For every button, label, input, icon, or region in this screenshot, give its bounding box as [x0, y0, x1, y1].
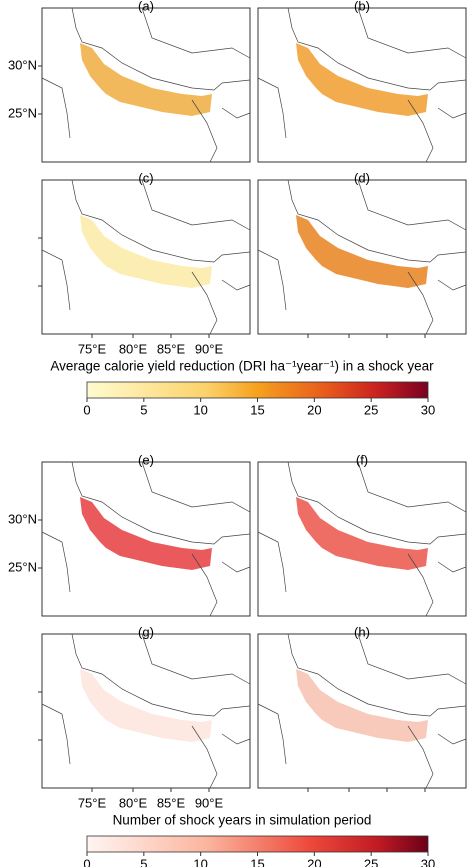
map-frame — [257, 179, 467, 335]
study-region — [296, 497, 428, 570]
lon-label: 85°E — [157, 341, 186, 356]
map-frame — [41, 461, 251, 617]
colorbar-tick-label: 10 — [193, 856, 207, 867]
study-region — [80, 43, 212, 116]
country-border — [257, 179, 467, 335]
panel-label: (e) — [138, 452, 154, 467]
colorbar-tick-label: 5 — [140, 402, 147, 417]
colorbar-tick-label: 20 — [307, 402, 321, 417]
study-region — [80, 497, 212, 570]
lon-label: 85°E — [157, 795, 186, 810]
country-border — [41, 633, 251, 789]
colorbar — [86, 835, 429, 853]
lat-label: 30°N — [8, 57, 37, 72]
map-frame — [257, 461, 467, 617]
lat-label: 25°N — [8, 559, 37, 574]
colorbar-tick-label: 15 — [250, 402, 264, 417]
colorbar-tick-label: 5 — [140, 856, 147, 867]
lat-label: 25°N — [8, 105, 37, 120]
panel-label: (f) — [356, 452, 368, 467]
colorbar-tick-label: 25 — [364, 856, 378, 867]
panel-label: (d) — [354, 170, 370, 185]
colorbar-tick-label: 20 — [307, 856, 321, 867]
study-region — [80, 215, 212, 288]
panel-label: (g) — [138, 624, 154, 639]
panel-label: (h) — [354, 624, 370, 639]
country-border — [41, 7, 251, 163]
country-border — [257, 633, 467, 789]
map-frame — [41, 633, 251, 789]
map-frame — [41, 179, 251, 335]
colorbar-tick-label: 0 — [83, 402, 90, 417]
colorbar-tick-label: 25 — [364, 402, 378, 417]
colorbar-tick-label: 30 — [421, 402, 435, 417]
country-border — [257, 7, 467, 163]
lon-label: 80°E — [119, 795, 148, 810]
colorbar-title: Number of shock years in simulation peri… — [113, 813, 372, 828]
map-frame — [257, 7, 467, 163]
colorbar-title: Average calorie yield reduction (DRI ha⁻… — [50, 359, 434, 374]
country-border — [41, 461, 251, 617]
colorbar-tick-label: 15 — [250, 856, 264, 867]
map-frame — [41, 7, 251, 163]
colorbar — [86, 381, 429, 399]
country-border — [257, 461, 467, 617]
panel-label: (b) — [354, 0, 370, 13]
map-frame — [257, 633, 467, 789]
study-region — [80, 669, 212, 742]
lon-label: 90°E — [195, 795, 224, 810]
lon-label: 75°E — [78, 795, 107, 810]
colorbar-tick-label: 30 — [421, 856, 435, 867]
panel-label: (a) — [138, 0, 154, 13]
study-region — [296, 669, 428, 742]
country-border — [41, 179, 251, 335]
colorbar-tick-label: 0 — [83, 856, 90, 867]
colorbar-tick-label: 10 — [193, 402, 207, 417]
study-region — [296, 43, 428, 116]
lon-label: 75°E — [78, 341, 107, 356]
lon-label: 80°E — [119, 341, 148, 356]
lat-label: 30°N — [8, 511, 37, 526]
panel-label: (c) — [138, 170, 153, 185]
study-region — [296, 215, 428, 288]
lon-label: 90°E — [195, 341, 224, 356]
